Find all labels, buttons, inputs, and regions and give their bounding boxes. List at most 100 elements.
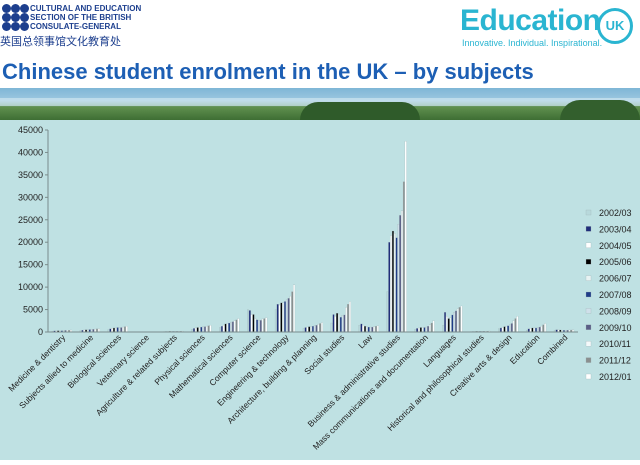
bar-2008-09-16 — [509, 325, 511, 332]
bar-2009-10-11 — [372, 327, 374, 332]
bar-2011-12-12 — [403, 182, 405, 332]
bar-2002-03-6 — [219, 328, 221, 332]
bar-2004-05-13 — [418, 328, 420, 332]
y-tick-label: 10000 — [18, 282, 43, 292]
bar-2005-06-17 — [532, 328, 534, 332]
bar-2012-01-1 — [98, 329, 100, 332]
bar-2009-10-12 — [399, 215, 401, 332]
y-tick-label: 0 — [38, 327, 43, 337]
bar-2006-07-10 — [338, 314, 340, 332]
org-line-3: CONSULATE-GENERAL — [30, 22, 170, 31]
legend-swatch — [586, 292, 591, 297]
bar-2008-09-6 — [230, 322, 232, 332]
bar-2009-10-6 — [232, 322, 234, 332]
legend-swatch — [586, 226, 591, 231]
bar-2012-01-6 — [238, 319, 240, 332]
bar-2003-04-16 — [500, 328, 502, 332]
bar-2004-05-11 — [362, 325, 364, 332]
y-tick-label: 15000 — [18, 260, 43, 270]
bar-2012-01-11 — [377, 326, 379, 332]
bar-2006-07-5 — [199, 327, 201, 332]
y-tick-label: 45000 — [18, 125, 43, 135]
x-tick-label: Law — [356, 332, 375, 351]
bar-2007-08-9 — [312, 326, 314, 332]
bar-2005-06-5 — [197, 328, 199, 332]
bar-2004-05-9 — [307, 327, 309, 332]
bar-2002-03-12 — [387, 292, 389, 332]
bar-2012-01-8 — [293, 285, 295, 332]
bar-2010-11-10 — [345, 307, 347, 332]
banner-island-right — [560, 100, 640, 120]
bar-2006-07-9 — [310, 327, 312, 332]
bar-2008-09-17 — [537, 328, 539, 332]
header: CULTURAL AND EDUCATION SECTION OF THE BR… — [0, 0, 640, 56]
bar-2005-06-10 — [336, 313, 338, 332]
bar-2004-05-12 — [390, 235, 392, 332]
bar-2011-12-7 — [264, 319, 266, 332]
bar-2010-11-2 — [122, 327, 124, 332]
bar-2011-12-9 — [319, 323, 321, 332]
bar-2005-06-14 — [448, 319, 450, 332]
bar-2011-12-10 — [347, 304, 349, 332]
bar-2006-07-16 — [506, 326, 508, 332]
bar-2007-08-11 — [368, 327, 370, 332]
bar-2011-12-2 — [124, 327, 126, 332]
bar-2009-10-5 — [204, 327, 206, 332]
bar-2007-08-13 — [424, 328, 426, 332]
bar-2011-12-6 — [236, 320, 238, 332]
y-tick-label: 35000 — [18, 170, 43, 180]
bar-2011-12-14 — [459, 307, 461, 332]
bar-2011-12-8 — [292, 292, 294, 332]
legend-label: 2006/07 — [599, 274, 632, 284]
bar-2006-07-2 — [115, 328, 117, 332]
bar-2010-11-13 — [429, 325, 431, 332]
bar-2007-08-6 — [228, 323, 230, 332]
bar-2009-10-17 — [539, 327, 541, 332]
bar-2011-12-17 — [543, 325, 545, 332]
legend-swatch — [586, 276, 591, 281]
bar-2008-09-14 — [453, 312, 455, 332]
legend-label: 2007/08 — [599, 290, 632, 300]
legend-swatch — [586, 308, 591, 313]
legend-label: 2005/06 — [599, 257, 632, 267]
bar-2009-10-8 — [288, 298, 290, 332]
bar-2005-06-7 — [253, 314, 255, 332]
bar-2012-01-9 — [321, 323, 323, 332]
bar-2005-06-8 — [281, 303, 283, 332]
bar-2003-04-7 — [249, 310, 251, 332]
bar-2002-03-10 — [331, 323, 333, 332]
bar-2008-09-10 — [342, 315, 344, 332]
bar-2007-08-7 — [256, 320, 258, 332]
legend-label: 2012/01 — [599, 372, 632, 382]
bar-2008-09-12 — [398, 224, 400, 332]
bar-2003-04-13 — [416, 328, 418, 332]
bar-2005-06-16 — [504, 327, 506, 332]
bar-2012-01-5 — [210, 325, 212, 332]
bar-2005-06-2 — [113, 328, 115, 332]
bar-2002-03-7 — [247, 310, 249, 332]
bar-2004-05-2 — [111, 328, 113, 332]
bar-2006-07-7 — [254, 319, 256, 332]
bar-2012-01-13 — [433, 321, 435, 332]
bar-2002-03-14 — [442, 325, 444, 332]
bar-2003-04-14 — [444, 312, 446, 332]
bar-2006-07-12 — [394, 233, 396, 332]
bar-2010-11-17 — [541, 326, 543, 332]
bar-2003-04-11 — [361, 324, 363, 332]
bar-2012-01-17 — [544, 323, 546, 332]
bar-2010-11-6 — [234, 321, 236, 332]
bar-2007-08-10 — [340, 317, 342, 332]
bar-2012-01-16 — [516, 316, 518, 332]
bar-2011-12-5 — [208, 326, 210, 332]
org-name-chinese: 英国总领事馆文化教育处 — [0, 33, 121, 49]
bar-2009-10-16 — [511, 323, 513, 332]
bar-chart: 0500010000150002000025000300003500040000… — [0, 120, 640, 460]
bar-2008-09-5 — [202, 327, 204, 332]
legend-swatch — [586, 341, 591, 346]
page-title: Chinese student enrolment in the UK – by… — [0, 56, 640, 88]
legend-label: 2011/12 — [599, 356, 631, 366]
legend-swatch — [586, 374, 591, 379]
education-wordmark: Education — [460, 4, 601, 38]
